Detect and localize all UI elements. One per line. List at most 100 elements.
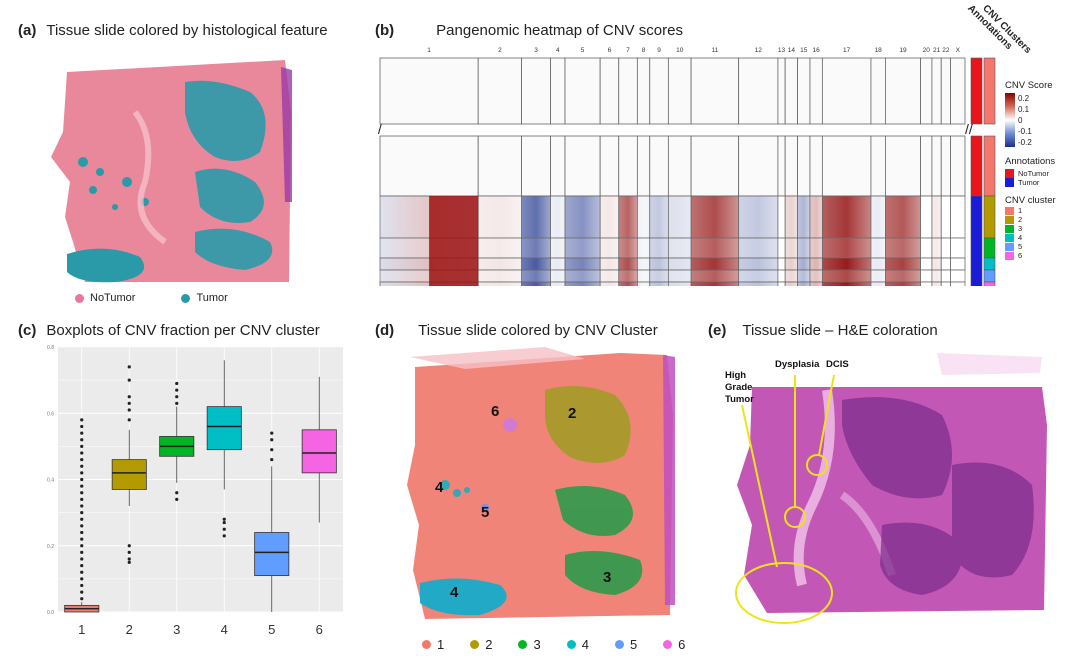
heatmap-normal-block xyxy=(649,135,669,197)
outlier-point xyxy=(127,365,131,369)
cluster-legend-swatch xyxy=(1005,224,1014,233)
cluster-legend-item: 3 xyxy=(1005,224,1056,233)
heatmap-tumor-block xyxy=(950,237,966,259)
heatmap-tumor-block xyxy=(931,195,942,239)
heatmap-tumor-block xyxy=(521,195,551,239)
high-grade-tumor-ellipse xyxy=(735,562,833,624)
heatmap-tumor-block xyxy=(738,269,779,283)
heatmap-tumor-block xyxy=(784,281,798,286)
heatmap-tumor-block xyxy=(784,257,798,271)
heatmap-normal-block xyxy=(636,135,651,197)
outlier-point xyxy=(80,577,84,581)
heatmap-tumor-block xyxy=(636,269,651,283)
heatmap-tumor-block xyxy=(477,237,522,259)
panel-e-title: (e) Tissue slide – H&E coloration xyxy=(708,322,938,339)
chromosome-label-21: 21 xyxy=(933,47,941,54)
heatmap-tumor-block xyxy=(521,237,551,259)
outlier-point xyxy=(175,491,179,495)
heatmap-tumor-block xyxy=(690,257,740,271)
heatmap-normal-block xyxy=(564,57,601,125)
legend-label-cluster-6: 6 xyxy=(678,637,686,652)
cluster-legend-label: 3 xyxy=(1018,224,1023,233)
heatmap-tumor-block xyxy=(821,237,872,259)
heatmap-normal-block xyxy=(690,135,740,197)
heatmap-tumor-block xyxy=(809,269,823,283)
annotation-column-cell xyxy=(970,135,983,197)
heatmap-normal-block xyxy=(797,135,811,197)
heatmap-normal-block xyxy=(797,57,811,125)
chromosome-label-1: 1 xyxy=(427,47,431,54)
cluster-legend-swatch xyxy=(1005,233,1014,242)
y-tick-label: 0.2 xyxy=(47,544,54,550)
heatmap-tumor-block xyxy=(931,257,942,271)
heatmap-normal-block xyxy=(521,135,551,197)
outlier-point xyxy=(80,464,84,468)
outlier-point xyxy=(80,424,84,429)
outlier-point xyxy=(175,388,179,392)
heatmap-gain-region xyxy=(429,238,479,258)
heatmap-normal-block xyxy=(690,57,740,125)
outlier-point xyxy=(127,418,131,422)
cluster-legend-item: 4 xyxy=(1005,233,1056,242)
legend-annot-tumor: Tumor xyxy=(1018,178,1040,187)
outlier-point xyxy=(80,517,84,521)
cluster-column-cell xyxy=(983,237,996,259)
heatmap-gain-region xyxy=(429,258,479,270)
heatmap-normal-block xyxy=(931,57,942,125)
heatmap-tumor-block xyxy=(564,257,601,271)
heatmap-normal-block xyxy=(784,57,798,125)
heatmap-tumor-block xyxy=(636,237,651,259)
outlier-point xyxy=(80,583,84,588)
cluster-column-cell xyxy=(983,57,996,125)
outlier-point xyxy=(175,395,179,399)
cluster-legend-label: 2 xyxy=(1018,215,1023,224)
outlier-point xyxy=(127,401,131,405)
panel-d-legend: 1 2 3 4 5 6 xyxy=(422,637,711,652)
heatmap-tumor-block xyxy=(477,281,522,286)
outlier-point xyxy=(222,534,226,538)
heatmap-tumor-block xyxy=(950,281,966,286)
chromosome-label-9: 9 xyxy=(657,47,661,54)
heatmap-tumor-block xyxy=(950,195,966,239)
legend-dot-cluster-3 xyxy=(518,640,528,649)
heatmap-tumor-block xyxy=(599,237,620,259)
heatmap-tumor-block xyxy=(477,195,522,239)
outlier-point xyxy=(127,395,131,399)
outlier-point xyxy=(80,570,84,574)
heatmap-tumor-block xyxy=(564,281,601,286)
outlier-point xyxy=(80,511,84,515)
legend-label-cluster-4: 4 xyxy=(581,637,589,652)
legend-swatch-notumor xyxy=(1005,169,1014,178)
chromosome-label-13: 13 xyxy=(778,47,786,54)
heatmap-tumor-block xyxy=(379,281,479,286)
cluster-legend-item: 5 xyxy=(1005,242,1056,251)
legend-dot-notumor xyxy=(75,293,84,303)
outlier-point xyxy=(80,477,84,482)
x-tick-label: 6 xyxy=(316,622,323,637)
outlier-point xyxy=(222,527,226,531)
panel-d-title: (d) Tissue slide colored by CNV Cluster xyxy=(375,322,658,339)
outlier-point xyxy=(175,497,179,501)
cluster-legend-label: 5 xyxy=(1018,242,1023,251)
cluster-legend-swatch xyxy=(1005,206,1014,215)
heatmap-tumor-block xyxy=(550,195,566,239)
heatmap-tumor-block xyxy=(885,237,921,259)
cluster-column-cell xyxy=(983,281,996,286)
heatmap-tumor-block xyxy=(599,257,620,271)
chromosome-label-8: 8 xyxy=(642,47,646,54)
heatmap-tumor-block xyxy=(667,257,692,271)
outlier-point xyxy=(222,517,226,521)
heatmap-tumor-block xyxy=(667,281,692,286)
heatmap-normal-block xyxy=(618,57,638,125)
heatmap-tumor-block xyxy=(870,257,886,271)
heatmap-tumor-block xyxy=(809,237,823,259)
chromosome-label-22: 22 xyxy=(942,47,950,54)
heatmap-tumor-block xyxy=(649,269,669,283)
box-cluster-6 xyxy=(301,429,337,474)
box-cluster-2 xyxy=(111,459,147,490)
heatmap-tumor-block xyxy=(667,237,692,259)
heatmap-normal-block xyxy=(885,135,921,197)
legend-label-cluster-5: 5 xyxy=(629,637,638,652)
panel-d-tissue-image: 2 6 4 5 3 4 xyxy=(407,347,675,619)
